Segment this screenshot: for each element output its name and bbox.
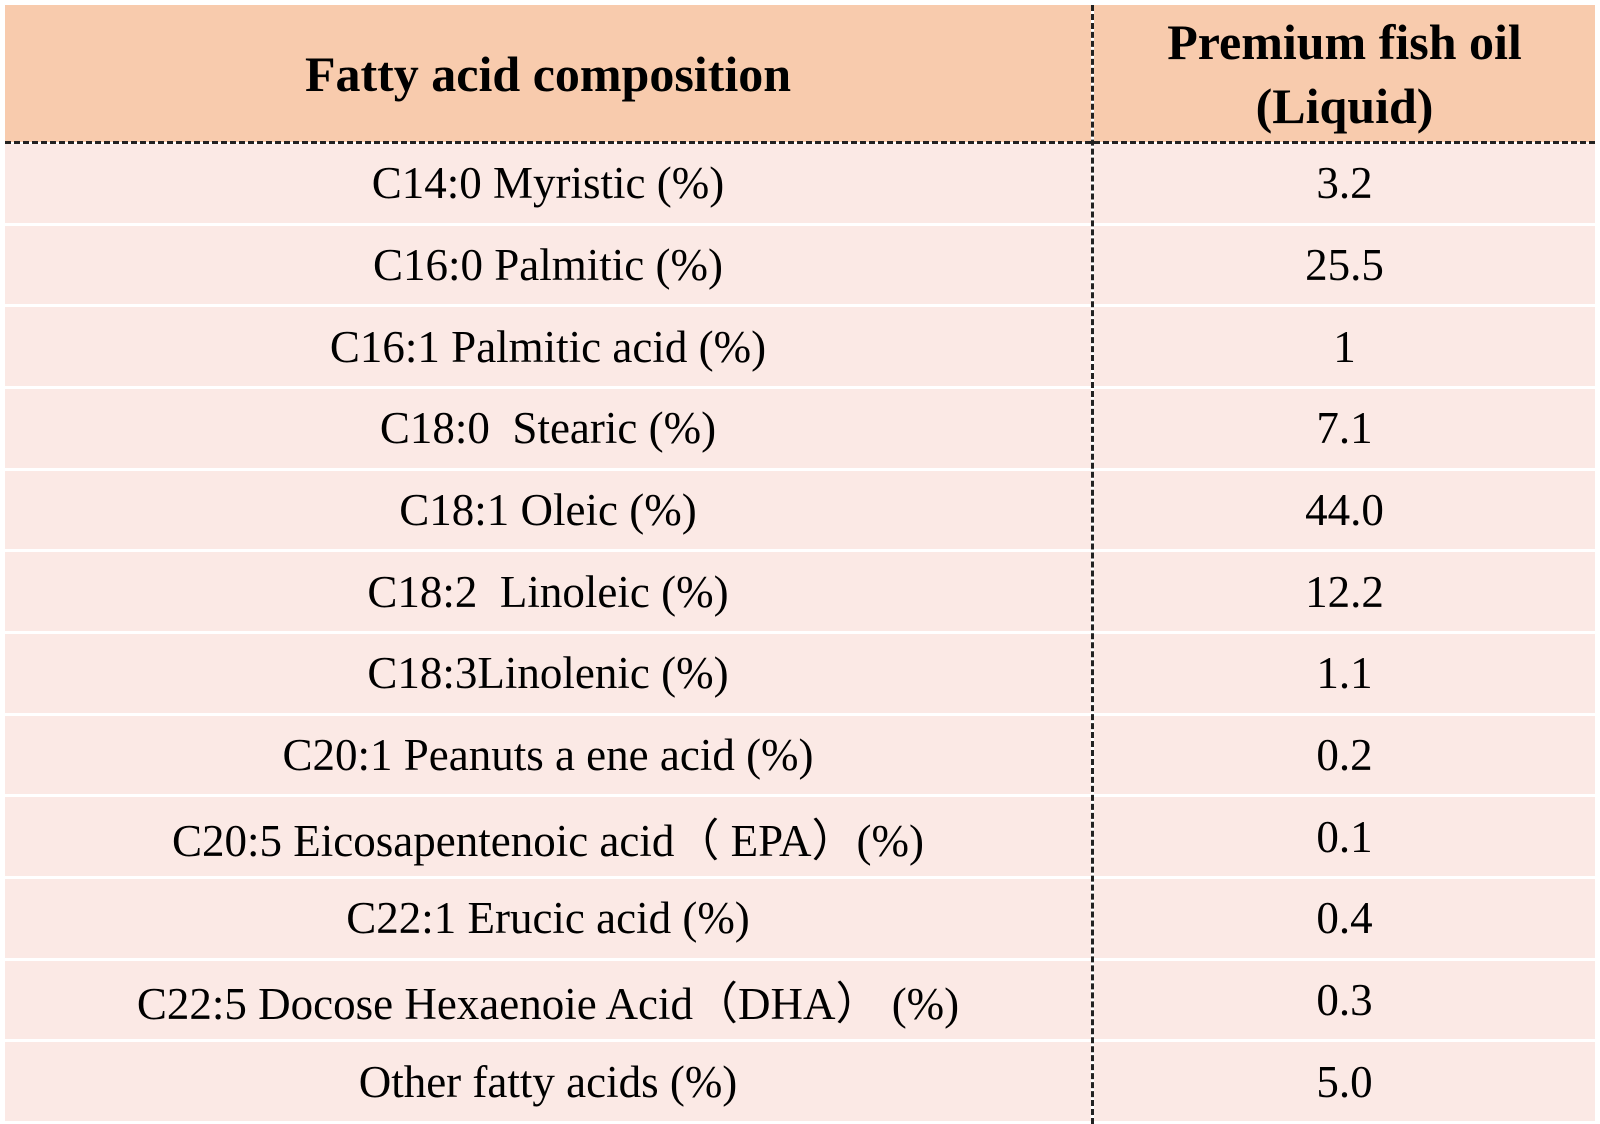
row-value: 1.1 [1316,648,1373,699]
row-label: C22:5 Docose Hexaenoie Acid（DHA） (%) [136,979,960,1030]
table-cell: C18:3Linolenic (%) [5,634,1091,713]
row-value: 5.0 [1316,1056,1373,1107]
table-cell: C20:1 Peanuts a ene acid (%) [5,715,1091,795]
table-cell: C18:0 Stearic (%) [5,389,1091,468]
table-cell: 0.3 [1094,960,1595,1040]
row-value: 0.1 [1316,811,1373,862]
header-cell: Premium fish oil (Liquid) [1094,5,1595,142]
table-cell: 1.1 [1094,634,1595,713]
table-cell: 25.5 [1094,225,1595,305]
table-cell: C14:0 Myristic (%) [5,144,1091,223]
table-cell: 12.2 [1094,552,1595,631]
table-cell: 0.4 [1094,879,1595,958]
table-cell: C18:1 Oleic (%) [5,470,1091,550]
table-cell: C22:1 Erucic acid (%) [5,879,1091,958]
table-cell: Other fatty acids (%) [5,1042,1091,1121]
header-cell: Fatty acid composition [5,5,1091,142]
table-cell: C22:5 Docose Hexaenoie Acid（DHA） (%) [5,960,1091,1040]
table-cell: 3.2 [1094,144,1595,223]
row-label: C18:0 Stearic (%) [379,403,717,454]
row-value: 0.3 [1316,974,1373,1025]
row-label: C18:1 Oleic (%) [399,484,697,535]
row-label: C16:1 Palmitic acid (%) [329,321,767,372]
row-label: C18:3Linolenic (%) [367,648,729,699]
row-value: 7.1 [1316,403,1373,454]
row-value: 0.4 [1316,893,1373,944]
column-divider [1091,5,1094,1124]
row-value: 44.0 [1305,484,1384,535]
row-value: 1 [1333,321,1356,372]
row-label: C20:1 Peanuts a ene acid (%) [282,729,814,780]
header-text: (Liquid) [1255,77,1434,134]
table-cell: 7.1 [1094,389,1595,468]
table-cell: C16:1 Palmitic acid (%) [5,307,1091,386]
table-cell: C16:0 Palmitic (%) [5,225,1091,305]
table-cell: C20:5 Eicosapentenoic acid（ EPA）(%) [5,797,1091,876]
table-cell: 44.0 [1094,470,1595,550]
row-label: C18:2 Linoleic (%) [367,566,729,617]
row-value: 25.5 [1305,239,1384,290]
row-label: C16:0 Palmitic (%) [373,239,723,290]
table-cell: 0.1 [1094,797,1595,876]
header-divider [5,141,1595,144]
header-text: Premium fish oil [1167,13,1522,70]
row-label: C20:5 Eicosapentenoic acid（ EPA）(%) [172,816,924,867]
header-text: Fatty acid composition [304,45,792,102]
table-cell: 1 [1094,307,1595,386]
row-label: Other fatty acids (%) [358,1056,738,1107]
table-cell: 0.2 [1094,715,1595,795]
row-label: C22:1 Erucic acid (%) [346,893,750,944]
table-cell: 5.0 [1094,1042,1595,1121]
row-value: 0.2 [1316,729,1373,780]
table-cell: C18:2 Linoleic (%) [5,552,1091,631]
row-value: 3.2 [1316,158,1373,209]
row-value: 12.2 [1305,566,1384,617]
row-label: C14:0 Myristic (%) [371,158,725,209]
